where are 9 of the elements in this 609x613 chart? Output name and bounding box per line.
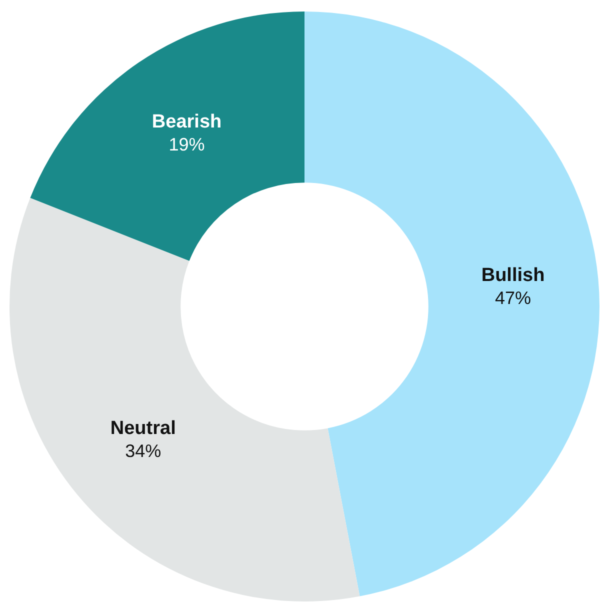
data-label: 34% [125,441,162,462]
slice-label: Neutral [110,418,176,440]
donut-slice [10,198,360,601]
data-label: 19% [168,134,205,154]
donut-slice [30,12,304,261]
slice-label: Bullish [481,264,545,286]
slice-label: Bearish [152,111,222,132]
donut-slice [304,12,600,596]
data-label: 47% [495,288,532,308]
